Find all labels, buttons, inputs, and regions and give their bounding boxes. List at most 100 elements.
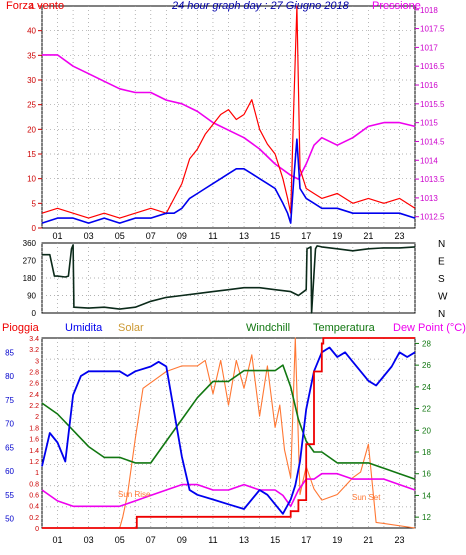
y-right-tick: 1013: [420, 194, 438, 203]
humidity-line: [41, 346, 416, 515]
x-tick: 07: [146, 231, 156, 241]
x-tick: 01: [53, 231, 63, 241]
temperature-tick: 14: [422, 491, 431, 500]
temperature-tick: 12: [422, 513, 431, 522]
x-tick: 11: [208, 535, 217, 545]
x-tick: 03: [84, 535, 94, 545]
y-right-tick: 1014.5: [420, 137, 445, 146]
rain-tick: 2: [35, 414, 39, 421]
rain-tick: 0: [35, 526, 39, 533]
y-left-tick: 15: [27, 150, 36, 159]
compass-e: E: [438, 257, 445, 268]
rain-tick: 3.4: [29, 336, 39, 343]
x-tick: 19: [332, 231, 342, 241]
direction-tick: 360: [23, 239, 37, 248]
temperature-label: Temperatura: [313, 322, 376, 334]
wind-line: [41, 138, 416, 224]
temperature-tick: 24: [422, 383, 431, 392]
rain-tick: 1.8: [29, 425, 39, 432]
temperature-tick-labels: 12 14 16 18 20 22 24 26 28: [415, 339, 431, 522]
x-tick: 13: [239, 535, 249, 545]
rain-tick: 2.6: [29, 381, 39, 388]
x-tick: 17: [301, 231, 311, 241]
rain-tick: 1: [35, 470, 39, 477]
solar-label: Solar: [118, 322, 144, 334]
gust-line: [41, 5, 416, 219]
x-tick: 17: [301, 535, 311, 545]
compass-s: S: [438, 274, 445, 285]
y-right-tick: 1015: [420, 119, 438, 128]
windchill-label: Windchill: [246, 322, 290, 334]
direction-tick: 90: [27, 292, 36, 301]
humidity-tick: 55: [5, 491, 14, 500]
temperature-line: [41, 364, 416, 480]
x-tick: 15: [270, 535, 280, 545]
chart-title: 24 hour graph day : 27 Giugno 2018: [171, 0, 350, 12]
direction-tick: 180: [23, 274, 37, 283]
rain-tick: 2.4: [29, 392, 39, 399]
panel3-x-tick-labels: 01 03 05 07 09 11 13 15 17 19 21 23: [53, 535, 405, 545]
y-left-tick: 20: [27, 125, 36, 134]
panel1-y-right-tick-labels: 1012.5 1013 1013.5 1014 1014.5 1015 1015.5 1016…: [415, 6, 445, 222]
dewpoint-line: [41, 472, 416, 508]
y-right-tick: 1014: [420, 156, 438, 165]
panel2-y-tick-labels: 0 90 180 270 360: [23, 239, 37, 318]
y-right-tick: 1017: [420, 43, 438, 52]
sun-rise-label: Sun Rise: [118, 490, 151, 499]
x-tick: 09: [177, 231, 187, 241]
panel1-series: [41, 5, 416, 224]
y-right-tick: 1017.5: [420, 25, 445, 34]
humidity-tick: 50: [5, 515, 14, 524]
x-tick: 15: [270, 231, 280, 241]
rain-tick: 0.2: [29, 515, 39, 522]
direction-tick: 0: [32, 309, 37, 318]
x-tick: 23: [394, 231, 404, 241]
x-tick: 19: [332, 535, 342, 545]
x-tick: 21: [363, 535, 373, 545]
humidity-tick: 85: [5, 348, 14, 357]
pressure-axis-title: Pressione: [372, 0, 421, 12]
y-right-tick: 1013.5: [420, 175, 445, 184]
panel3-series: [41, 337, 416, 529]
rain-tick: 1.6: [29, 437, 39, 444]
x-tick: 03: [84, 231, 94, 241]
rain-tick: 2.8: [29, 370, 39, 377]
y-right-tick: 1012.5: [420, 213, 445, 222]
rain-line: [42, 337, 415, 529]
panel1-x-tick-labels: 01 03 05 07 09 11 13 15 17 19 21 23: [53, 231, 405, 241]
sun-annotations: Sun Rise Sun Set: [118, 490, 381, 502]
x-tick: 13: [239, 231, 249, 241]
humidity-tick: 75: [5, 396, 14, 405]
y-right-tick: 1016.5: [420, 62, 445, 71]
panel2-series: [42, 244, 416, 314]
rain-tick: 0.6: [29, 492, 39, 499]
y-left-tick: 25: [27, 101, 36, 110]
humidity-tick: 70: [5, 420, 14, 429]
sun-set-label: Sun Set: [352, 493, 381, 502]
direction-tick: 270: [23, 257, 37, 266]
temperature-tick: 18: [422, 448, 431, 457]
panel1-y-left-tick-labels: 0 5 10 15 20 25 30 35 40 4.: [27, 2, 42, 233]
humidity-tick-labels: 50 55 60 65 70 75 80 85: [5, 348, 14, 523]
temperature-tick: 22: [422, 405, 431, 414]
compass-n: N: [438, 309, 445, 320]
solar-line: [42, 337, 416, 529]
humidity-tick: 80: [5, 372, 14, 381]
panel1-grid: [41, 6, 416, 228]
y-right-tick: 1018: [420, 6, 438, 15]
rain-tick: 0.8: [29, 481, 39, 488]
rain-tick: 3.2: [29, 347, 39, 354]
x-tick: 11: [208, 231, 217, 241]
dewpoint-label: Dew Point (°C): [393, 322, 466, 334]
pressure-line: [42, 54, 416, 180]
compass-w: W: [438, 292, 448, 303]
y-left-tick: 5: [32, 199, 37, 208]
y-left-tick: 10: [27, 175, 36, 184]
rain-tick-labels: 0 0.2 0.4 0.6 0.8 1 1.2 1.4 1.6 1.8 2 2.2 2.4 2.6 2.8 3…: [29, 336, 39, 533]
humidity-label: Umidita: [65, 322, 103, 334]
rain-tick: 2.2: [29, 403, 39, 410]
y-left-tick: 0: [32, 224, 37, 233]
direction-line: [42, 244, 416, 314]
